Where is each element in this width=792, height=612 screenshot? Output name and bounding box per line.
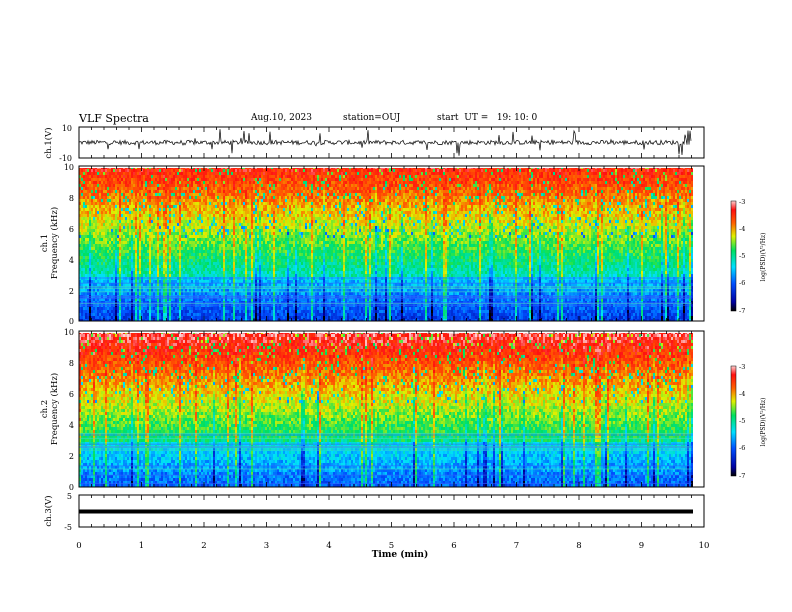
spec1-ytick-4: 4 [69,256,74,265]
ch1-waveform-line [78,129,692,156]
x-tick-label: 5 [389,541,394,551]
ch3-waveform-ylabel: ch.3(V) [43,495,54,526]
figure-title: VLF Spectra [79,112,149,125]
spec2-ytick-8: 8 [69,359,74,368]
ch1-colorbar: -3 -4 -5 -6 -7 log(PSD)(V²/Hz) [730,198,767,315]
cb1-tick-m4: -4 [739,225,745,233]
spec2-ytick-6: 6 [69,390,74,399]
date-label: Aug.10, 2023 [251,113,312,123]
cb2-tick-m5: -5 [739,417,745,425]
x-axis-label: Time (min) [372,549,429,560]
ch2-colorbar: -3 -4 -5 -6 -7 log(PSD)(V²/Hz) [730,363,767,480]
spec2-ylabel-freq: Frequency (kHz) [49,373,60,445]
x-tick-label: 9 [639,541,644,551]
spec2-ytick-4: 4 [69,421,74,430]
cb2-tick-m4: -4 [739,390,745,398]
spec2-ytick-0: 0 [69,483,74,492]
spec1-ytick-8: 8 [69,194,74,203]
ch1-waveform-ylabel: ch.1(V) [43,127,54,158]
spec2-ylabel-channel: ch.2 [40,400,50,418]
station-label: station=OUJ [343,113,400,123]
cb1-tick-m7: -7 [739,307,745,315]
cb2-tick-m7: -7 [739,472,745,480]
x-tick-label: 0 [76,541,81,551]
ch1-spectrogram-panel [78,165,705,322]
spec2-ytick-2: 2 [69,452,74,461]
spec1-ytick-6: 6 [69,225,74,234]
start-time-label: start UT = 19: 10: 0 [437,113,537,123]
ch3-ytick-top: 5 [67,492,72,501]
spec1-ylabel-freq: Frequency (kHz) [49,207,60,279]
cb1-tick-m6: -6 [739,279,745,287]
spec2-ytick-10: 10 [64,328,74,337]
spec1-ytick-0: 0 [69,317,74,326]
cb2-tick-m3: -3 [739,363,745,371]
x-tick-label: 4 [326,541,331,551]
ch1-ytick-top: 10 [62,124,72,133]
x-tick-label: 3 [264,541,269,551]
x-tick-label: 2 [201,541,206,551]
x-tick-label: 10 [699,541,710,551]
cb1-tick-m5: -5 [739,252,745,260]
x-tick-label: 1 [139,541,144,551]
x-tick-label: 8 [576,541,581,551]
x-tick-label: 7 [514,541,519,551]
cb1-tick-m3: -3 [739,198,745,206]
x-tick-label: 6 [451,541,456,551]
spec1-ytick-10: 10 [64,163,74,172]
cb2-label: log(PSD)(V²/Hz) [760,398,767,447]
ch2-spectrogram-panel [78,330,705,488]
cb1-label: log(PSD)(V²/Hz) [760,233,767,282]
ch3-ytick-bottom: -5 [64,523,72,532]
spec1-ylabel-channel: ch.1 [40,234,50,252]
ch1-ytick-bottom: -10 [59,154,72,163]
cb2-tick-m6: -6 [739,444,745,452]
spec1-ytick-2: 2 [69,287,74,296]
